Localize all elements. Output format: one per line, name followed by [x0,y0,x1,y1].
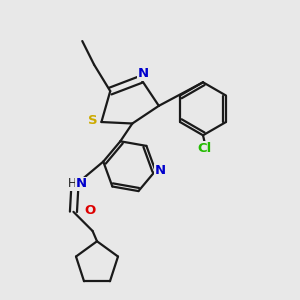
Text: N: N [76,177,87,190]
Text: Cl: Cl [197,142,212,155]
Text: N: N [138,67,149,80]
Text: H: H [68,177,76,190]
Text: S: S [88,114,98,127]
Text: O: O [84,204,95,217]
Text: N: N [154,164,166,177]
